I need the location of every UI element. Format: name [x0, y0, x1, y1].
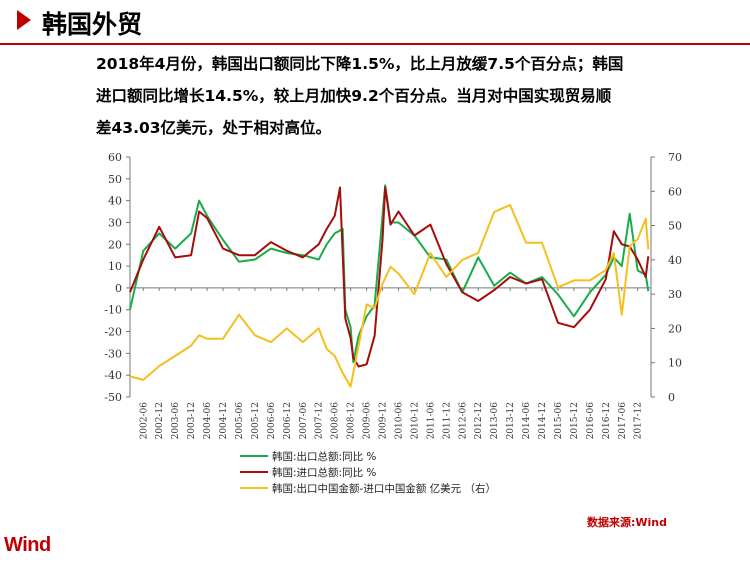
- summary-text: 2018年4月份，韩国出口额同比下降1.5%，比上月放缓7.5个百分点；韩国 进…: [96, 48, 736, 144]
- left-tick-label: 20: [108, 238, 122, 251]
- title-arrow-icon: [17, 10, 31, 30]
- x-tick-label: 2002-12: [155, 402, 165, 439]
- wind-logo: Wind: [4, 534, 51, 556]
- right-tick-label: 30: [668, 288, 682, 301]
- x-tick-label: 2011-12: [442, 402, 452, 439]
- right-tick-label: 40: [668, 254, 682, 267]
- x-tick-label: 2009-06: [363, 402, 373, 440]
- right-tick-label: 70: [668, 151, 682, 164]
- right-tick-label: 50: [668, 220, 682, 233]
- right-tick-label: 60: [668, 185, 682, 198]
- left-tick-label: 50: [108, 173, 122, 186]
- x-tick-label: 2006-06: [267, 402, 277, 440]
- summary-line: 差43.03亿美元，处于相对高位。: [96, 119, 332, 137]
- left-tick-label: 0: [115, 282, 122, 295]
- x-tick-label: 2014-06: [522, 402, 532, 440]
- legend-label: 韩国:出口中国金额-进口中国金额 亿美元 （右）: [272, 482, 496, 495]
- x-tick-label: 2016-06: [586, 402, 596, 440]
- x-tick-label: 2015-12: [570, 402, 580, 439]
- left-tick-label: -50: [104, 391, 122, 404]
- title-bar: 韩国外贸: [0, 0, 750, 46]
- x-tick-label: 2011-06: [426, 402, 436, 440]
- x-tick-label: 2002-06: [139, 402, 149, 440]
- x-tick-label: 2010-06: [394, 402, 404, 440]
- series-line-1: [129, 184, 650, 364]
- x-tick-label: 2014-12: [538, 402, 548, 439]
- right-tick-label: 0: [668, 391, 675, 404]
- left-tick-label: -40: [104, 369, 122, 382]
- x-tick-label: 2004-06: [203, 402, 213, 440]
- title-divider: [0, 43, 750, 45]
- series-line-2: [129, 186, 650, 368]
- trade-chart: 60 50 40 30 20 10 0 -10 -20 -30 -40 -50 70 60 50 40 30 20…: [104, 151, 682, 495]
- data-source: 数据来源:Wind: [587, 516, 668, 529]
- x-tick-label: 2017-06: [618, 402, 628, 440]
- left-tick-label: 40: [108, 195, 122, 208]
- x-tick-label: 2007-12: [315, 402, 325, 439]
- x-tick-label: 2006-12: [283, 402, 293, 439]
- summary-line: 2018年4月份，韩国出口额同比下降1.5%，比上月放缓7.5个百分点；韩国: [96, 55, 624, 73]
- left-tick-label: 60: [108, 151, 122, 164]
- x-tick-label: 2015-06: [554, 402, 564, 440]
- left-tick-label: 10: [108, 260, 122, 273]
- x-tick-label: 2005-12: [251, 402, 261, 439]
- x-tick-label: 2013-12: [506, 402, 516, 439]
- x-tick-label: 2003-12: [187, 402, 197, 439]
- left-tick-label: -10: [104, 304, 122, 317]
- x-tick-label: 2016-12: [602, 402, 612, 439]
- x-tick-label: 2003-06: [171, 402, 181, 440]
- summary-line: 进口额同比增长14.5%，较上月加快9.2个百分点。当月对中国实现贸易顺: [96, 87, 612, 105]
- x-tick-label: 2008-06: [331, 402, 341, 440]
- left-tick-label: -30: [104, 347, 122, 360]
- x-tick-label: 2007-06: [299, 402, 309, 440]
- x-tick-label: 2012-06: [458, 402, 468, 440]
- x-tick-label: 2008-12: [347, 402, 357, 439]
- x-tick-label: 2009-12: [379, 402, 389, 439]
- page-title: 韩国外贸: [42, 10, 143, 39]
- x-tick-label: 2004-12: [219, 402, 229, 439]
- right-tick-label: 20: [668, 322, 682, 335]
- right-tick-label: 10: [668, 357, 682, 370]
- legend-label: 韩国:出口总额:同比 %: [272, 450, 376, 463]
- x-tick-label: 2010-12: [410, 402, 420, 439]
- series-line-3: [129, 204, 650, 388]
- x-tick-label: 2017-12: [634, 402, 644, 439]
- x-tick-label: 2013-06: [490, 402, 500, 440]
- legend-label: 韩国:进口总额:同比 %: [272, 466, 376, 479]
- left-tick-label: 30: [108, 216, 122, 229]
- x-tick-label: 2012-12: [474, 402, 484, 439]
- left-tick-label: -20: [104, 326, 122, 339]
- x-tick-label: 2005-06: [235, 402, 245, 440]
